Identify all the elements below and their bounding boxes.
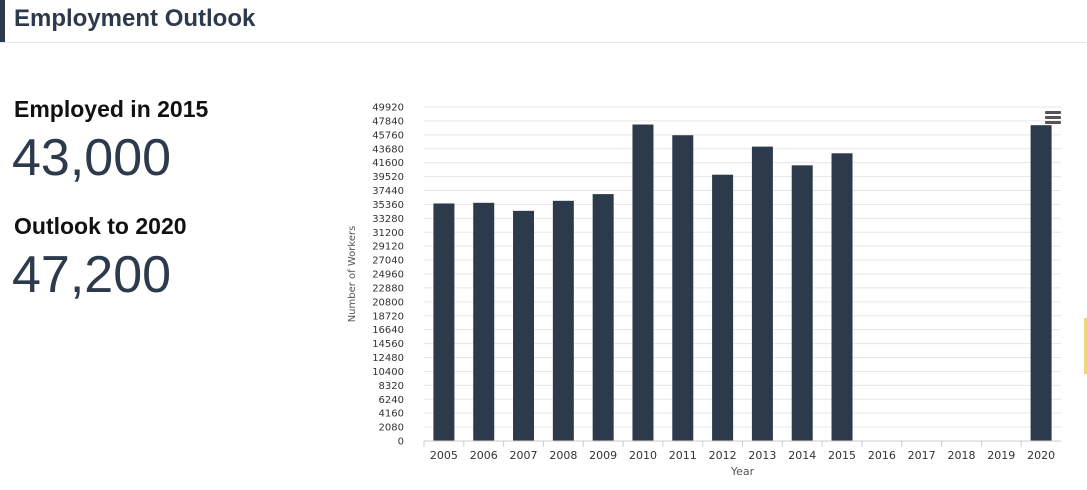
outlook-label: Outlook to 2020 [14,213,187,239]
y-tick-label: 41600 [372,158,404,169]
y-tick-label: 27040 [372,256,404,267]
x-tick-label: 2016 [868,449,896,462]
hamburger-menu-icon [1045,111,1061,114]
x-tick-label: 2012 [709,449,737,462]
x-tick-label: 2011 [669,449,697,462]
bar-layer [433,124,1052,441]
x-tick-label: 2006 [470,449,498,462]
y-tick-label: 31200 [372,228,404,239]
page-title: Employment Outlook [14,5,256,32]
employed-value: 43,000 [12,129,172,187]
chart-menu-button[interactable] [1041,105,1065,129]
bar-2005[interactable] [433,203,455,441]
y-tick-label: 47840 [372,116,404,127]
hamburger-menu-icon-line [1045,116,1061,119]
y-tick-label: 18720 [372,311,404,322]
bar-2010[interactable] [632,124,654,441]
x-tick-label: 2020 [1027,449,1055,462]
outlook-value: 47,200 [12,246,172,304]
y-tick-label: 45760 [372,130,404,141]
y-tick-label: 16640 [372,325,404,336]
y-tick-layer: 0 2080 4160 6240 8320 10400 12480 14560 16640 187… [372,103,404,448]
bar-2006[interactable] [473,202,495,441]
bar-2008[interactable] [552,200,574,441]
y-tick-label: 0 [398,437,404,448]
y-tick-label: 37440 [372,186,404,197]
bar-2009[interactable] [592,194,614,441]
x-tick-label: 2013 [748,449,776,462]
y-tick-label: 49920 [372,103,404,114]
y-tick-label: 10400 [372,367,404,378]
employment-bar-chart: 0 2080 4160 6240 8320 10400 12480 14560 16640 187… [340,95,1070,490]
y-tick-label: 43680 [372,144,404,155]
employed-label: Employed in 2015 [14,96,209,122]
y-tick-label: 29120 [372,242,404,253]
bar-2015[interactable] [831,153,853,441]
y-tick-label: 35360 [372,200,404,211]
side-tab-marker [1084,318,1087,374]
x-tick-label: 2017 [908,449,936,462]
y-tick-label: 8320 [379,381,404,392]
y-tick-label: 24960 [372,270,404,281]
y-tick-label: 14560 [372,339,404,350]
y-tick-label: 20800 [372,297,404,308]
chart-svg: 0 2080 4160 6240 8320 10400 12480 14560 16640 187… [347,103,1061,478]
bar-2013[interactable] [751,146,773,441]
header-accent-bar [0,0,5,42]
x-tick-label: 2019 [987,449,1015,462]
x-axis-title: Year [730,465,755,478]
y-axis-title: Number of Workers [347,226,358,323]
x-tick-label: 2008 [549,449,577,462]
bar-2012[interactable] [712,174,734,441]
x-tick-label: 2014 [788,449,816,462]
y-tick-label: 12480 [372,353,404,364]
y-tick-label: 39520 [372,172,404,183]
hamburger-menu-icon-line [1045,121,1061,124]
bar-2014[interactable] [791,165,813,441]
x-tick-layer: 2005 2006 2007 2008 2009 2010 2011 2012 2013 2014… [423,440,1061,462]
y-tick-label: 2080 [379,423,404,434]
x-tick-label: 2005 [430,449,458,462]
x-tick-label: 2007 [510,449,538,462]
bar-2020[interactable] [1030,125,1052,441]
y-tick-label: 4160 [379,409,404,420]
y-tick-label: 33280 [372,214,404,225]
x-tick-label: 2018 [947,449,975,462]
x-tick-label: 2010 [629,449,657,462]
bar-2007[interactable] [513,210,535,441]
x-tick-label: 2015 [828,449,856,462]
page-header: Employment Outlook [0,0,1087,43]
bar-2011[interactable] [672,135,694,441]
y-tick-label: 6240 [379,395,404,406]
y-tick-label: 22880 [372,283,404,294]
x-tick-label: 2009 [589,449,617,462]
